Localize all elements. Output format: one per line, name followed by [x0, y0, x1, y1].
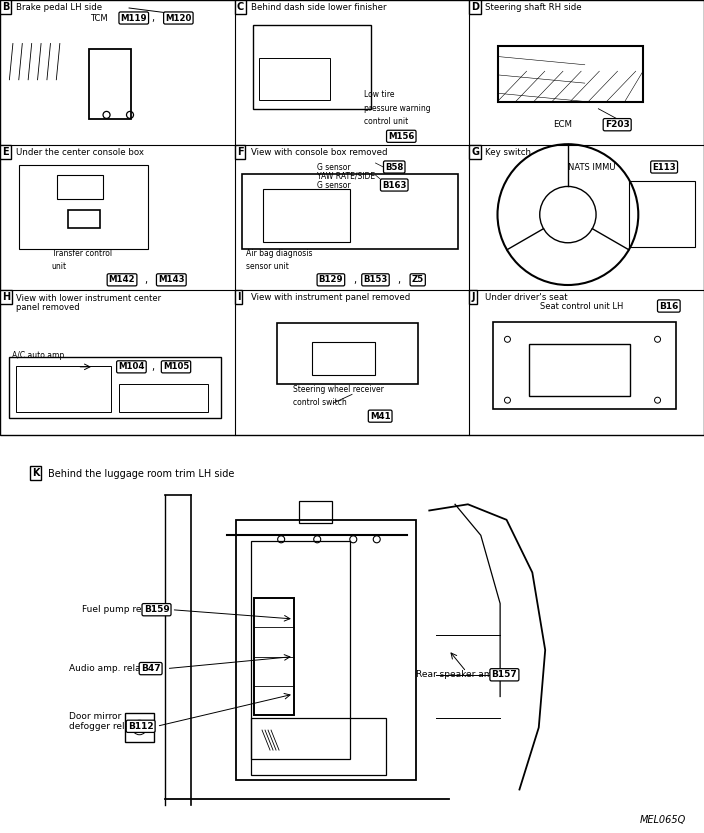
Bar — [498, 47, 643, 102]
Text: Under the center console box: Under the center console box — [16, 148, 144, 157]
Text: B163: B163 — [382, 181, 406, 189]
Text: ,: , — [144, 275, 147, 285]
Text: K: K — [32, 468, 39, 478]
Text: Under driver's seat: Under driver's seat — [485, 293, 568, 302]
Text: control unit: control unit — [364, 117, 408, 126]
Text: M120: M120 — [165, 13, 191, 22]
Text: View with console box removed: View with console box removed — [251, 148, 387, 157]
Bar — [58, 176, 103, 199]
Text: G sensor: G sensor — [317, 162, 351, 172]
Text: Steering wheel receiver: Steering wheel receiver — [294, 386, 384, 394]
Text: YAW RATE/SIDE: YAW RATE/SIDE — [317, 172, 375, 181]
Text: E: E — [2, 147, 8, 157]
Text: panel removed: panel removed — [16, 303, 80, 312]
Bar — [253, 25, 371, 109]
Text: F203: F203 — [605, 120, 629, 129]
Text: B129: B129 — [319, 276, 343, 284]
Bar — [299, 501, 332, 523]
Bar — [19, 165, 148, 249]
Text: ,: , — [353, 275, 356, 285]
Text: M143: M143 — [158, 276, 184, 284]
Text: B159: B159 — [144, 606, 170, 614]
Text: Brake pedal LH side: Brake pedal LH side — [16, 3, 102, 12]
Bar — [68, 210, 100, 228]
Text: E113: E113 — [652, 162, 676, 172]
Text: sensor unit: sensor unit — [246, 262, 289, 272]
Bar — [277, 323, 417, 384]
Bar — [119, 384, 208, 412]
Text: Audio amp. relay: Audio amp. relay — [69, 664, 146, 673]
Text: ECM: ECM — [553, 120, 572, 129]
Bar — [251, 718, 386, 775]
Bar — [89, 49, 132, 119]
Bar — [259, 58, 329, 100]
Bar — [629, 182, 695, 247]
Text: Low tire: Low tire — [364, 90, 394, 98]
Text: B47: B47 — [141, 664, 161, 673]
Text: M142: M142 — [108, 276, 135, 284]
Text: Fuel pump relay: Fuel pump relay — [82, 606, 154, 614]
Text: View with instrument panel removed: View with instrument panel removed — [251, 293, 410, 302]
Text: Door mirror: Door mirror — [69, 712, 121, 721]
Text: pressure warning: pressure warning — [364, 104, 430, 113]
Text: Rear speaker amp.: Rear speaker amp. — [416, 671, 501, 679]
Bar — [312, 342, 375, 375]
Text: unit: unit — [51, 262, 67, 272]
Text: Seat control unit LH: Seat control unit LH — [540, 302, 623, 311]
Text: B: B — [2, 2, 9, 12]
Text: M104: M104 — [118, 362, 144, 372]
Bar — [251, 541, 350, 760]
Text: NATS IMMU: NATS IMMU — [568, 162, 615, 172]
Text: MEL065Q: MEL065Q — [640, 815, 686, 825]
Text: G sensor: G sensor — [317, 181, 351, 189]
Text: M41: M41 — [370, 412, 391, 421]
Text: ,: , — [397, 275, 401, 285]
Text: M119: M119 — [120, 13, 147, 22]
Text: control switch: control switch — [294, 398, 347, 407]
Bar — [254, 598, 294, 715]
Text: Air bag diagnosis: Air bag diagnosis — [246, 249, 313, 258]
Text: TCM: TCM — [90, 13, 108, 22]
Text: ,: , — [151, 362, 154, 372]
Text: View with lower instrument center: View with lower instrument center — [16, 294, 161, 303]
Bar — [9, 357, 220, 417]
Text: Behind the luggage room trim LH side: Behind the luggage room trim LH side — [48, 469, 234, 479]
Text: Behind dash side lower finisher: Behind dash side lower finisher — [251, 3, 386, 12]
Text: D: D — [472, 2, 479, 12]
Text: B16: B16 — [659, 302, 679, 311]
Text: F: F — [237, 147, 244, 157]
Text: J: J — [472, 292, 474, 302]
Text: defogger relay: defogger relay — [69, 722, 135, 731]
Text: B112: B112 — [128, 722, 153, 731]
Text: H: H — [2, 292, 10, 302]
Text: B153: B153 — [363, 276, 388, 284]
Text: Transfer control: Transfer control — [51, 249, 112, 258]
Text: M156: M156 — [388, 132, 415, 141]
Text: ,: , — [151, 13, 154, 23]
Text: B58: B58 — [385, 162, 403, 172]
Text: Key switch: Key switch — [485, 148, 532, 157]
Text: A/C auto amp.: A/C auto amp. — [12, 351, 66, 360]
Text: B157: B157 — [491, 671, 517, 679]
Bar — [125, 713, 154, 742]
Text: G: G — [472, 147, 479, 157]
Text: I: I — [237, 292, 240, 302]
Bar — [241, 174, 458, 249]
Text: C: C — [237, 2, 244, 12]
Bar — [0, 0, 704, 435]
Bar — [529, 344, 630, 396]
Bar — [15, 366, 111, 412]
Text: M105: M105 — [163, 362, 189, 372]
Bar — [236, 520, 416, 781]
Text: Z5: Z5 — [412, 276, 424, 284]
Bar — [493, 322, 676, 409]
Bar — [263, 189, 350, 242]
Text: Steering shaft RH side: Steering shaft RH side — [485, 3, 582, 12]
